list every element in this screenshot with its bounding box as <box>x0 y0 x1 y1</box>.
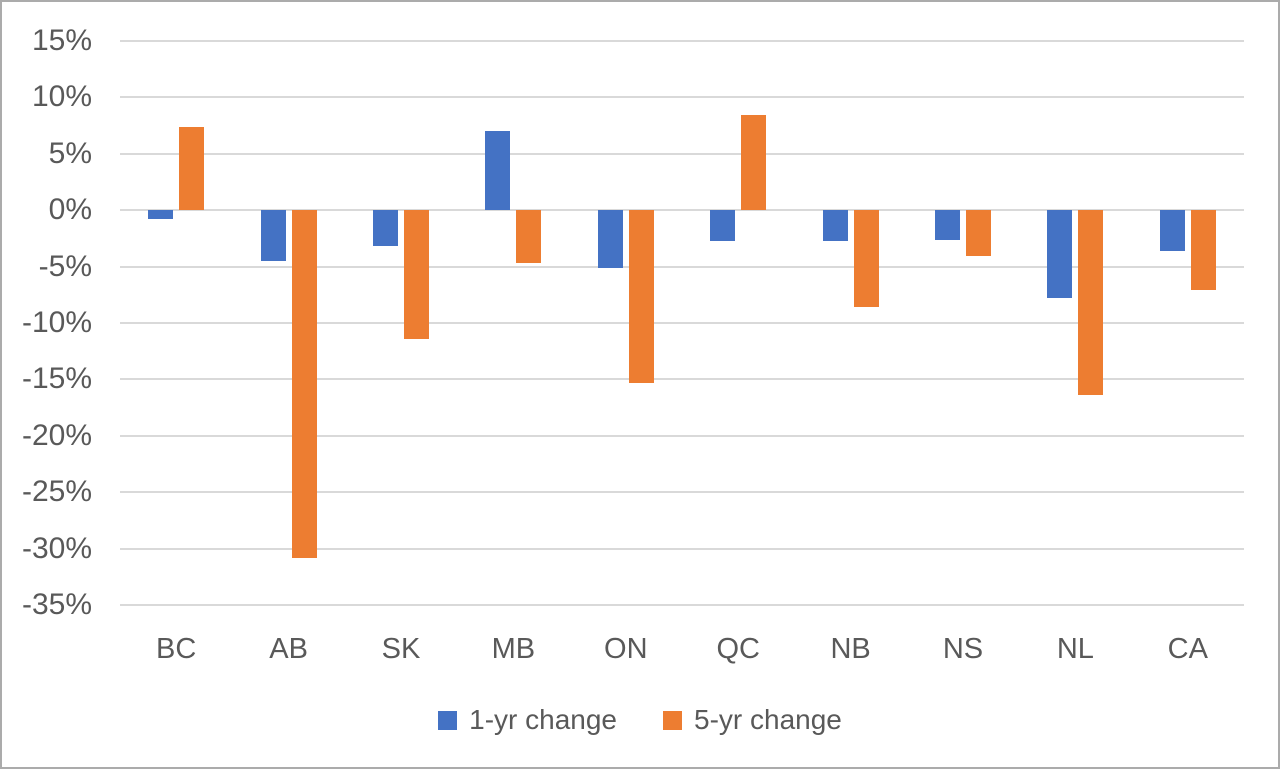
gridline-10 <box>120 96 1244 99</box>
gridline-0 <box>120 209 1244 212</box>
gridline--35 <box>120 604 1244 606</box>
bar-sk-5yr <box>404 210 429 339</box>
gridline--25 <box>120 491 1244 494</box>
gridline--10 <box>120 322 1244 324</box>
y-axis-tick--20: -20% <box>21 418 92 452</box>
gridline-5 <box>120 152 1244 155</box>
bar-nl-5yr <box>1078 210 1104 396</box>
y-axis-tick--30: -30% <box>21 531 92 565</box>
y-axis-tick--35: -35% <box>21 588 92 621</box>
bar-nl-1yr <box>1047 210 1073 299</box>
bar-nb-1yr <box>822 210 848 241</box>
bar-sk-1yr <box>373 210 398 247</box>
legend-label-5yr: 5-yr change <box>694 704 842 735</box>
legend-label-1yr: 1-yr change <box>469 704 617 735</box>
y-axis-tick-5: 5% <box>48 136 92 170</box>
bar-on-1yr <box>597 210 623 268</box>
gridline--20 <box>120 434 1244 437</box>
y-axis-tick-0: 0% <box>48 193 92 227</box>
bar-bc-5yr <box>179 126 205 211</box>
legend-item-1yr-change[interactable]: 1-yr change <box>438 704 617 736</box>
bar-mb-5yr <box>516 210 542 264</box>
bar-qc-1yr <box>710 210 736 241</box>
x-axis-label-nb: NB <box>830 633 871 665</box>
y-axis-tick--15: -15% <box>21 362 92 396</box>
gridline--30 <box>120 547 1244 550</box>
bar-ab-1yr <box>260 210 286 261</box>
x-axis-label-ns: NS <box>942 633 984 665</box>
x-axis-label-nl: NL <box>1056 633 1094 665</box>
bar-ab-5yr <box>291 210 317 558</box>
y-axis-tick-15: 15% <box>31 24 92 57</box>
bar-ca-5yr <box>1190 210 1216 291</box>
legend: 1-yr change 5-yr change <box>2 703 1278 737</box>
bar-on-5yr <box>628 210 654 383</box>
y-axis-tick-10: 10% <box>31 80 92 114</box>
x-axis-label-ab: AB <box>269 633 308 665</box>
x-axis-label-sk: SK <box>381 633 421 665</box>
x-axis-label-on: ON <box>604 633 648 665</box>
y-axis-tick--10: -10% <box>21 306 92 339</box>
x-axis-label-mb: MB <box>491 633 536 665</box>
bar-nb-5yr <box>853 210 879 308</box>
legend-item-5yr-change[interactable]: 5-yr change <box>663 704 842 736</box>
x-axis-label-bc: BC <box>156 633 197 665</box>
gridline--15 <box>120 378 1244 381</box>
gridline-15 <box>120 40 1244 42</box>
legend-swatch-1yr-icon <box>438 710 458 730</box>
legend-swatch-5yr-icon <box>663 710 682 730</box>
bar-bc-1yr <box>148 210 174 220</box>
x-axis-label-qc: QC <box>716 633 760 665</box>
y-axis-tick--5: -5% <box>38 249 92 283</box>
gridline--5 <box>120 265 1244 268</box>
y-axis-tick--25: -25% <box>21 475 92 509</box>
x-axis-label-ca: CA <box>1167 633 1208 665</box>
bar-ca-1yr <box>1159 210 1185 251</box>
bar-ns-1yr <box>935 210 960 240</box>
bar-ns-5yr <box>966 210 991 257</box>
bar-mb-1yr <box>485 131 511 211</box>
bar-qc-5yr <box>741 115 767 211</box>
